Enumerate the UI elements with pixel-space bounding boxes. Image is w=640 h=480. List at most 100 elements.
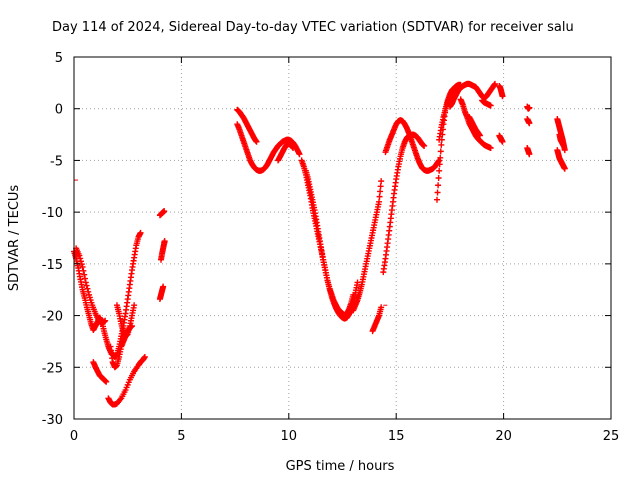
series-arc-ab — [524, 116, 533, 127]
data-point — [437, 154, 444, 161]
data-point — [438, 141, 445, 148]
data-point — [434, 196, 441, 203]
series-arc-o — [350, 178, 385, 314]
data-point — [253, 138, 260, 145]
data-point — [434, 189, 441, 196]
data-point — [102, 317, 109, 324]
series-arc-y — [496, 132, 506, 145]
series-arc-r — [382, 117, 443, 174]
data-point — [453, 83, 460, 90]
series-arc-b — [73, 245, 109, 327]
plot-frame — [73, 56, 612, 420]
x-tick-label: 25 — [603, 429, 620, 444]
y-tick-labels: -30 -25 -20 -15 -10 -5 0 5 — [42, 51, 63, 428]
series-arc-g — [156, 208, 168, 219]
series-arc-h — [157, 238, 168, 263]
data-point — [103, 378, 110, 385]
y-tick-label: -25 — [42, 361, 63, 376]
series-arc-x — [496, 82, 506, 100]
series-arc-d — [113, 302, 138, 340]
data-point — [85, 288, 92, 295]
data-point — [76, 252, 83, 259]
data-point — [377, 183, 384, 190]
data-point — [435, 182, 442, 189]
data-point — [377, 188, 384, 195]
x-axis-label: GPS time / hours — [286, 459, 395, 474]
data-point — [101, 318, 108, 325]
series-arc-t — [446, 80, 499, 110]
data-point — [290, 145, 297, 152]
x-tick-label: 10 — [281, 429, 298, 444]
data-point — [376, 193, 383, 200]
x-tick-label: 0 — [70, 429, 78, 444]
data-point — [161, 238, 168, 245]
y-tick-label: -30 — [42, 413, 63, 428]
axis-ticks — [73, 56, 612, 420]
data-point — [436, 167, 443, 174]
x-tick-labels: 0 5 10 15 20 25 — [70, 429, 619, 444]
series-arc-ac — [524, 145, 533, 158]
data-point — [137, 229, 144, 236]
data-point — [82, 275, 89, 282]
x-tick-label: 20 — [495, 429, 512, 444]
y-tick-label: 0 — [55, 103, 63, 118]
y-tick-label: -20 — [42, 310, 63, 325]
series-arc-a — [71, 229, 144, 360]
data-point — [561, 147, 568, 154]
series-arc-k — [234, 106, 260, 145]
grid-lines — [74, 57, 611, 419]
data-point — [499, 93, 506, 100]
data-point — [499, 138, 506, 145]
series-arc-u — [436, 83, 460, 143]
data-point — [350, 291, 357, 298]
data-point — [82, 279, 89, 286]
data-point — [80, 267, 87, 274]
series-arc-q — [380, 131, 428, 276]
chart-title: Day 114 of 2024, Sidereal Day-to-day VTE… — [52, 20, 574, 35]
series-arc-af — [556, 131, 567, 149]
y-tick-label: -15 — [42, 258, 63, 273]
data-point — [526, 120, 533, 127]
y-tick-label: -10 — [42, 206, 63, 221]
data-point — [421, 142, 428, 149]
series-arc-ae — [554, 147, 568, 172]
y-axis-label: SDTVAR / TECUs — [7, 185, 22, 292]
data-point — [437, 148, 444, 155]
data-point — [77, 258, 84, 265]
data-point — [83, 282, 90, 289]
data-point — [117, 396, 124, 403]
data-point — [561, 165, 568, 172]
data-point — [141, 353, 148, 360]
data-point — [81, 271, 88, 278]
data-point — [476, 132, 483, 139]
data-point — [492, 80, 499, 87]
data-point — [160, 283, 167, 290]
x-tick-label: 5 — [177, 429, 185, 444]
data-point — [560, 142, 567, 149]
series-arc-l — [275, 140, 297, 164]
data-point — [436, 161, 443, 168]
data-point — [378, 304, 385, 311]
series-arc-f — [105, 353, 148, 408]
y-tick-label: 5 — [55, 51, 63, 66]
data-point — [79, 263, 86, 270]
data-points — [71, 80, 568, 408]
data-point — [435, 175, 442, 182]
data-point — [487, 145, 494, 152]
data-point — [131, 302, 138, 309]
data-point — [77, 255, 84, 262]
series-arc-i — [156, 283, 167, 303]
series-arc-p — [369, 304, 385, 335]
series-arc-e — [90, 359, 110, 385]
data-point — [376, 198, 383, 205]
data-point — [526, 104, 533, 111]
data-point — [378, 178, 385, 185]
data-point — [84, 285, 91, 292]
data-point — [296, 151, 303, 158]
data-point — [526, 151, 533, 158]
series-arc-aa — [524, 103, 533, 112]
series-arc-z — [479, 97, 494, 109]
data-point — [161, 208, 168, 215]
y-tick-label: -5 — [50, 154, 63, 169]
